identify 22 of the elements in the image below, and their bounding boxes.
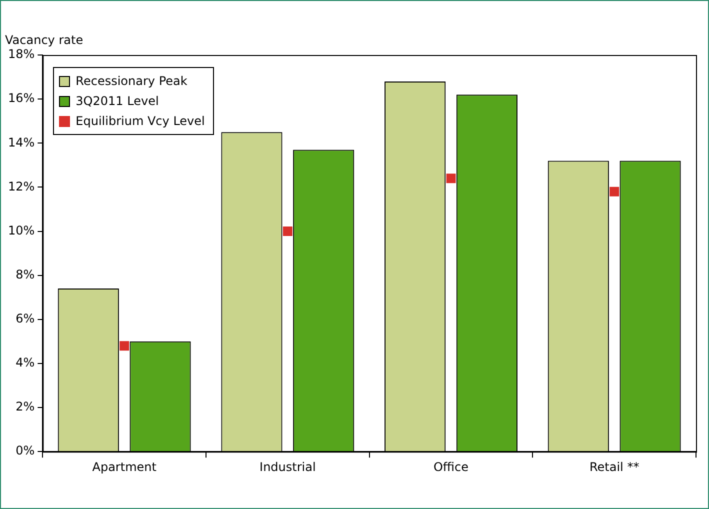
legend-label: 3Q2011 Level: [76, 94, 159, 108]
x-tick-label: Industrial: [260, 460, 316, 474]
point: [282, 226, 292, 236]
y-tick-label: 10%: [8, 223, 35, 238]
y-tick-label: 6%: [16, 312, 35, 326]
x-tick-label: Apartment: [92, 460, 157, 474]
y-tick-label: 14%: [8, 135, 35, 150]
point: [610, 186, 620, 196]
y-tick-label: 12%: [8, 179, 35, 194]
y-tick-label: 18%: [8, 47, 35, 62]
y-tick-label: 8%: [16, 267, 35, 282]
y-tick-label: 2%: [16, 400, 35, 414]
legend-label: Equilibrium Vcy Level: [76, 114, 205, 128]
x-tick-label: Office: [433, 460, 469, 474]
x-tick-label: Retail **: [589, 460, 640, 474]
legend-label: Recessionary Peak: [76, 74, 188, 88]
point: [446, 174, 456, 184]
y-axis-title: Vacancy rate: [5, 33, 84, 48]
y-tick-label: 16%: [8, 91, 35, 106]
point: [120, 341, 130, 351]
y-tick-label: 0%: [16, 444, 35, 458]
y-tick-label: 4%: [16, 356, 35, 370]
